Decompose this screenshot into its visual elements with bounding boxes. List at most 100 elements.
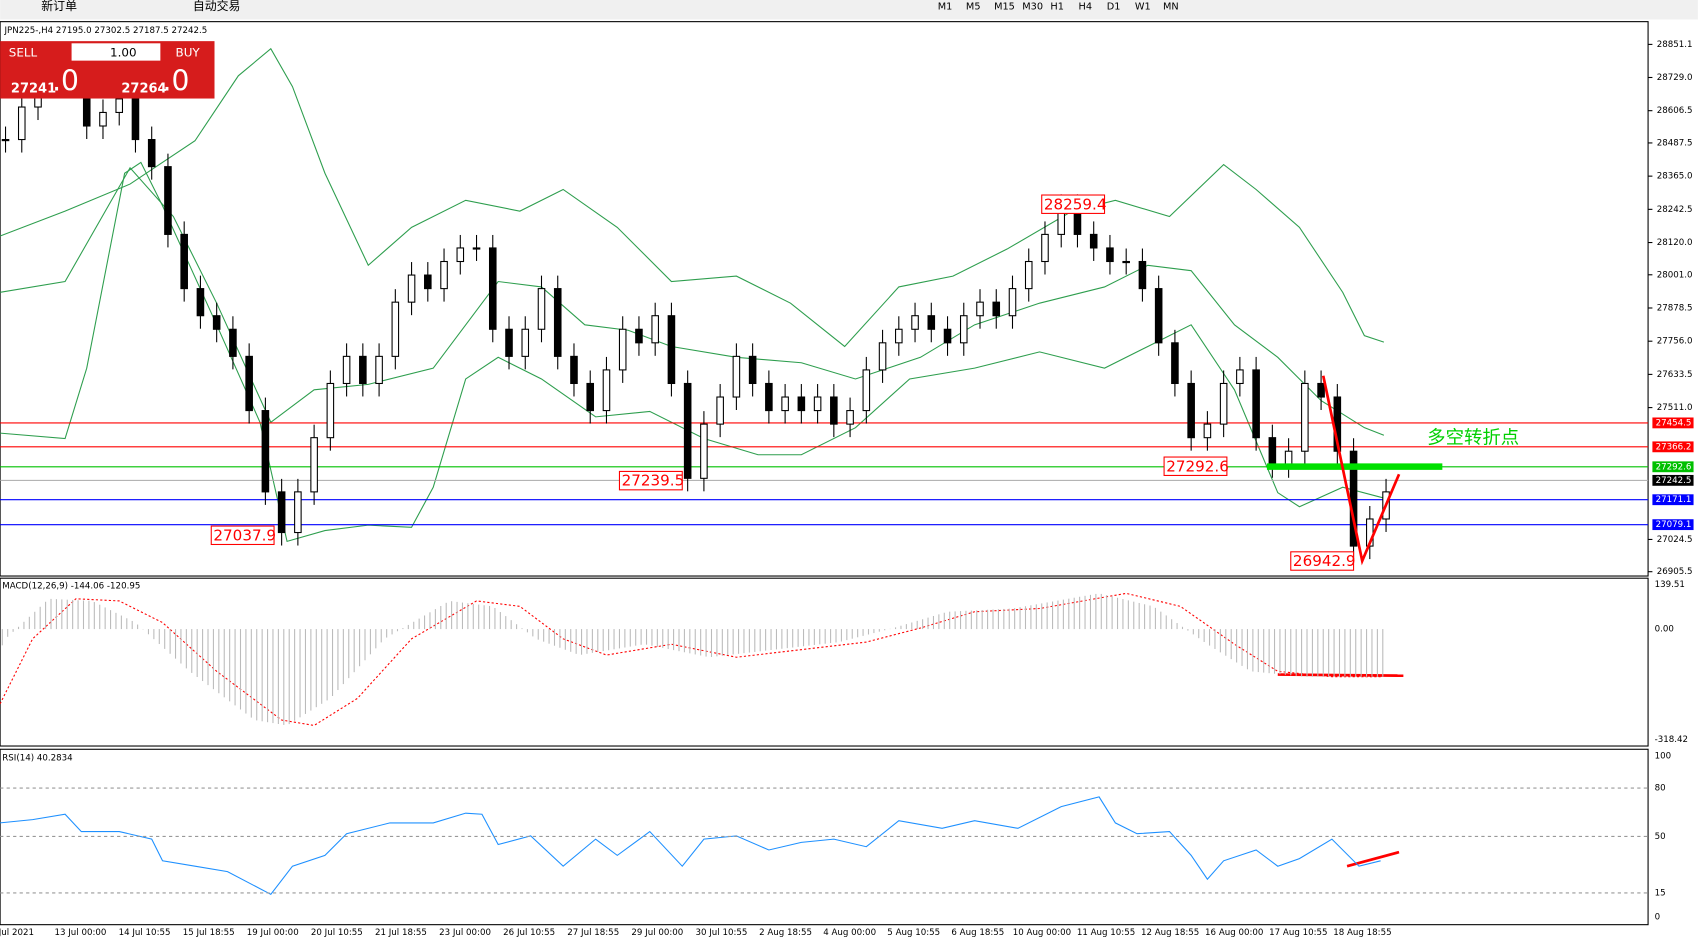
y-tick-label: 28606.5 — [1657, 106, 1693, 116]
x-tick-label: 10 Aug 00:00 — [1013, 928, 1071, 938]
level-tag — [1652, 494, 1694, 506]
rsi-line — [0, 796, 1381, 896]
x-tick-label: 4 Aug 00:00 — [823, 928, 876, 938]
candle-body — [537, 288, 546, 330]
level-tag-label: 27242.5 — [1656, 476, 1692, 486]
candle-body — [310, 437, 318, 493]
candle-body — [992, 301, 1001, 317]
x-tick-label: 11 Aug 10:55 — [1077, 928, 1135, 938]
candle-body — [635, 328, 643, 344]
y-tick-label: 28851.1 — [1657, 40, 1693, 50]
x-tick-label: 2 Aug 18:55 — [759, 928, 812, 938]
rsi-tick-label: 100 — [1655, 751, 1672, 761]
sell-price-frac[interactable]: .0 — [52, 64, 79, 97]
timeframe-button[interactable]: M30 — [1022, 1, 1043, 12]
candle-body — [618, 328, 627, 371]
candle-body — [1089, 233, 1098, 249]
y-tick-label: 28365.0 — [1657, 172, 1693, 182]
y-tick-label: 28001.0 — [1657, 270, 1693, 280]
candle-body — [359, 355, 367, 385]
x-tick-label: 18 Aug 18:55 — [1333, 928, 1391, 938]
timeframe-button[interactable]: H4 — [1079, 1, 1093, 12]
candle-body — [245, 355, 253, 412]
candle-body — [911, 315, 919, 330]
candle-body — [1041, 233, 1049, 263]
timeframe-button[interactable]: M5 — [966, 1, 981, 12]
level-tag-label: 27454.5 — [1656, 418, 1692, 428]
new-order-button[interactable]: 新订单 — [41, 0, 77, 13]
x-tick-label: 30 Jul 10:55 — [695, 928, 747, 938]
candle-body — [959, 315, 968, 344]
level-tag — [1652, 474, 1694, 486]
candle-body — [927, 315, 936, 330]
timeframe-button[interactable]: D1 — [1107, 1, 1121, 12]
sell-button[interactable]: SELL — [9, 46, 38, 60]
annotation-box — [210, 525, 275, 546]
lot-input[interactable] — [71, 43, 161, 61]
candle-body — [115, 98, 124, 113]
candle-body — [895, 328, 903, 344]
candle-body — [1284, 450, 1293, 466]
turning-point-label: 多空转折点 — [1427, 428, 1519, 449]
rsi-tick-label: 50 — [1655, 832, 1666, 842]
candle-body — [878, 342, 887, 371]
x-tick-label: 29 Jul 00:00 — [631, 928, 683, 938]
candle-body — [521, 328, 530, 357]
sell-price[interactable]: 27241 — [11, 81, 56, 96]
annotation-label: 28259.4 — [1044, 195, 1107, 213]
candle-body — [553, 288, 562, 357]
x-tick-label: 19 Jul 00:00 — [247, 928, 299, 938]
y-tick-label: 27756.0 — [1657, 337, 1693, 347]
candle-body — [667, 315, 676, 385]
timeframe-button[interactable]: MN — [1163, 1, 1179, 12]
level-tag — [1652, 461, 1694, 473]
macd-tick-label: 0.00 — [1655, 625, 1674, 635]
x-tick-label: 21 Jul 18:55 — [375, 928, 427, 938]
candle-body — [781, 396, 789, 412]
auto-trade-button[interactable]: 自动交易 — [193, 0, 241, 13]
candle-body — [700, 423, 708, 479]
candle-body — [862, 369, 871, 412]
y-tick-label: 28120.0 — [1657, 238, 1693, 248]
annotation-box — [1163, 456, 1228, 476]
buy-button[interactable]: BUY — [176, 46, 201, 60]
rsi-arrow — [1346, 850, 1400, 868]
buy-price[interactable]: 27264 — [121, 81, 166, 96]
annotation-label: 27037.9 — [213, 526, 276, 544]
candle-body — [976, 301, 984, 317]
timeframe-button[interactable]: H1 — [1050, 1, 1064, 12]
middle-band — [0, 166, 1385, 436]
y-tick-label: 26905.5 — [1657, 567, 1693, 577]
y-tick-label: 27024.5 — [1657, 535, 1693, 545]
macd-tick-label: 139.51 — [1655, 580, 1685, 590]
candle-body — [164, 166, 172, 235]
candle-body — [424, 274, 432, 290]
candle-body — [261, 410, 270, 493]
macd-label: MACD(12,26,9) -144.06 -120.95 — [2, 581, 140, 591]
level-tag — [1652, 519, 1694, 531]
candle-body — [147, 139, 156, 168]
candle-body — [1203, 423, 1212, 439]
timeframe-button[interactable]: M1 — [938, 1, 953, 12]
timeframe-button[interactable]: M15 — [994, 1, 1015, 12]
x-tick-label: 27 Jul 18:55 — [567, 928, 619, 938]
candle-body — [326, 382, 335, 439]
y-tick-label: 27633.5 — [1657, 370, 1693, 380]
macd-tick-label: -318.42 — [1655, 735, 1688, 745]
candle-body — [1317, 382, 1325, 398]
annotation-box — [1041, 194, 1106, 214]
timeframe-button[interactable]: W1 — [1135, 1, 1151, 12]
x-tick-label: 17 Aug 10:55 — [1269, 928, 1327, 938]
candle-body — [716, 396, 724, 425]
candle-body — [1252, 369, 1260, 439]
candle-body — [1301, 382, 1309, 452]
buy-price-frac[interactable]: .0 — [163, 64, 190, 97]
candle-body — [196, 288, 205, 317]
level-tag-label: 27079.1 — [1656, 520, 1692, 530]
x-tick-label: 6 Aug 18:55 — [951, 928, 1004, 938]
macd-signal — [0, 592, 1381, 727]
candle-body — [99, 111, 107, 127]
lot-value[interactable]: 1.00 — [110, 46, 137, 60]
annotation-box — [1290, 551, 1355, 571]
candle-body — [472, 247, 481, 250]
